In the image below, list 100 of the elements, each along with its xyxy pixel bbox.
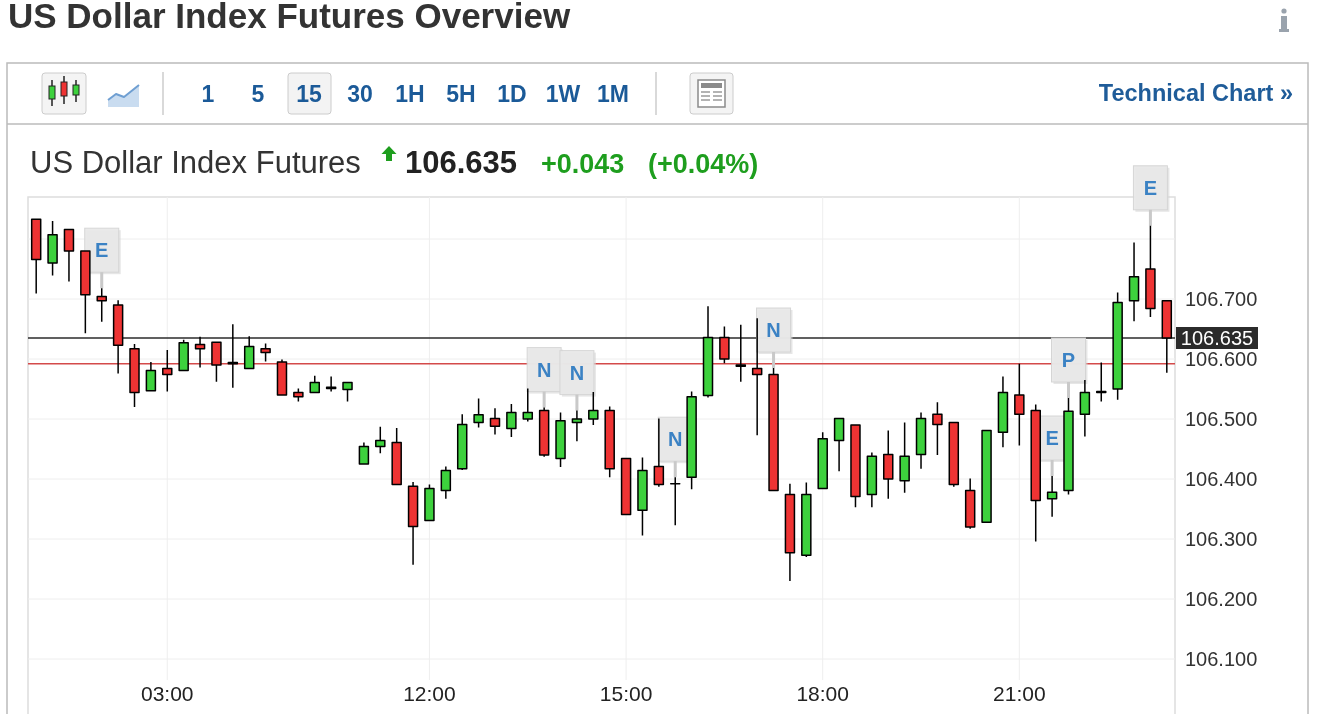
candlestick — [358, 441, 370, 466]
candlestick — [964, 477, 976, 530]
candlestick — [473, 397, 484, 429]
candlestick — [506, 403, 517, 438]
y-tick-label: 106.200 — [1185, 588, 1258, 610]
y-tick-label: 106.700 — [1185, 288, 1258, 310]
candlestick — [145, 361, 157, 393]
candlestick — [63, 228, 75, 283]
candlestick — [243, 335, 255, 370]
chart-subtitle: US Dollar Index Futures — [30, 145, 361, 180]
candlestick — [719, 325, 730, 364]
candlestick — [784, 483, 796, 582]
annotation: N — [569, 361, 585, 384]
candlestick — [751, 317, 763, 436]
candlestick — [1145, 225, 1156, 318]
candlestick — [801, 481, 812, 558]
candlestick — [424, 483, 435, 522]
candlestick — [1079, 379, 1091, 438]
candlestick — [817, 431, 828, 490]
candlestick — [735, 324, 747, 383]
candlestick — [456, 413, 468, 471]
text: 1M — [597, 81, 629, 107]
text: 1 — [201, 81, 215, 107]
annotation: E — [95, 239, 109, 262]
candlestick — [882, 429, 894, 500]
candlestick — [227, 323, 239, 389]
candlestick — [555, 411, 566, 468]
chart-title: US Dollar Index Futures Overview — [8, 0, 571, 35]
y-tick-label: 106.500 — [1185, 408, 1258, 430]
candlestick — [702, 305, 714, 399]
text: 106.635 — [405, 145, 518, 180]
candlestick — [1096, 361, 1107, 403]
candlestick — [604, 405, 615, 478]
candlestick — [522, 387, 534, 423]
event-flag: E — [1132, 165, 1170, 226]
candlestick — [129, 343, 140, 408]
candlestick — [768, 367, 779, 492]
text: 1H — [395, 81, 425, 107]
annotation: P — [1061, 349, 1076, 371]
x-tick-label: 18:00 — [796, 682, 849, 705]
text: 1D — [497, 81, 527, 107]
candlestick — [997, 375, 1009, 448]
annotation: E — [1143, 176, 1158, 199]
candlestick — [178, 339, 189, 372]
annotation: N — [536, 358, 552, 381]
candlestick — [1112, 291, 1123, 401]
annotation: N — [668, 428, 683, 451]
candlestick — [276, 358, 288, 396]
y-tick-label: 106.300 — [1185, 528, 1258, 550]
candlestick — [620, 457, 632, 516]
text: 5 — [251, 81, 265, 107]
candlestick — [1014, 363, 1025, 447]
candlestick — [1161, 299, 1173, 374]
event-flag: N — [559, 350, 596, 411]
annotation: N — [766, 319, 781, 341]
candlestick — [342, 381, 353, 403]
event-flag: P — [1051, 337, 1088, 398]
text: 1W — [545, 81, 581, 107]
candlestick — [30, 217, 42, 295]
candlestick — [1128, 241, 1140, 322]
candlestick — [866, 451, 878, 508]
candlestick — [325, 375, 337, 393]
candlestick — [588, 391, 599, 426]
candlestick — [653, 417, 665, 488]
candlestick — [80, 249, 91, 334]
x-tick-label: 12:00 — [403, 682, 456, 705]
candlestick — [915, 411, 927, 470]
candlestick — [211, 340, 222, 383]
candlestick — [391, 427, 402, 486]
y-tick-label: 106.400 — [1185, 468, 1258, 490]
candlestick — [112, 299, 124, 375]
text: 5H — [446, 81, 476, 107]
x-tick-label: 15:00 — [599, 682, 653, 705]
candlestick — [981, 429, 992, 524]
text: 30 — [347, 81, 373, 107]
text: (+0.04%) — [648, 149, 759, 179]
candlestick — [1063, 397, 1074, 496]
candlestick — [637, 456, 648, 537]
candlestick — [1046, 475, 1058, 518]
candlestick — [293, 387, 304, 403]
candlestick — [194, 336, 206, 369]
candlestick — [932, 401, 943, 456]
text: +0.043 — [541, 149, 625, 179]
candlestick — [407, 481, 419, 566]
candlestick — [489, 407, 501, 436]
candlestick — [47, 220, 58, 277]
candlestick — [948, 421, 960, 488]
annotation: E — [1045, 427, 1059, 449]
candlestick — [375, 426, 386, 454]
y-tick-label: 106.600 — [1185, 348, 1258, 370]
candlestick — [309, 375, 321, 394]
candlestick — [162, 349, 173, 393]
candlestick — [833, 417, 845, 472]
ref-line-label: 106.635 — [1180, 327, 1254, 349]
text: Technical Chart » — [1098, 80, 1293, 106]
candlestick — [1030, 403, 1041, 543]
candlestick — [440, 465, 452, 500]
y-tick-label: 106.100 — [1185, 648, 1258, 670]
x-tick-label: 21:00 — [993, 682, 1046, 705]
x-tick-label: 03:00 — [141, 682, 194, 705]
